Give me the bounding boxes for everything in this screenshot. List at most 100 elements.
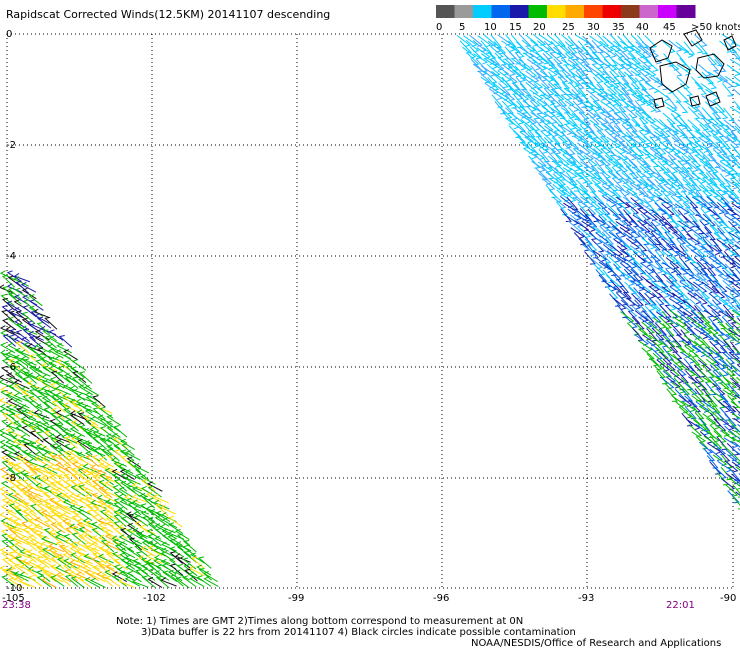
wind-barb bbox=[667, 250, 680, 264]
wind-barb bbox=[662, 370, 677, 383]
wind-barb bbox=[530, 136, 546, 149]
wind-barb bbox=[135, 569, 149, 582]
wind-barb bbox=[42, 421, 59, 432]
wind-barb bbox=[676, 113, 688, 127]
wind-barb bbox=[698, 136, 713, 149]
wind-barb bbox=[617, 82, 631, 96]
wind-barb bbox=[715, 424, 731, 437]
wind-barb bbox=[574, 220, 589, 232]
wind-barb bbox=[36, 575, 52, 588]
wind-barb bbox=[497, 70, 512, 82]
wind-barb bbox=[694, 412, 707, 426]
wind-barb bbox=[547, 155, 562, 168]
wind-barb bbox=[639, 191, 654, 203]
wind-barb bbox=[648, 52, 663, 65]
wind-barb bbox=[146, 553, 163, 564]
wind-barb bbox=[161, 517, 178, 529]
wind-barb bbox=[21, 558, 38, 569]
wind-barb bbox=[167, 530, 185, 540]
wind-barb bbox=[606, 250, 621, 263]
wind-barb bbox=[42, 498, 58, 510]
wind-barb bbox=[92, 474, 107, 487]
wind-barb bbox=[561, 81, 574, 96]
wind-barb bbox=[705, 381, 717, 396]
wind-barb bbox=[721, 33, 737, 45]
wind-barb bbox=[551, 149, 564, 163]
wind-barb bbox=[27, 559, 44, 570]
wind-barb bbox=[666, 244, 681, 257]
wind-barb bbox=[689, 227, 704, 240]
wind-barb bbox=[727, 185, 740, 199]
wind-barb bbox=[495, 75, 509, 89]
wind-barb bbox=[41, 552, 58, 564]
wind-barb bbox=[704, 323, 719, 336]
wind-barb bbox=[28, 400, 43, 413]
wind-barb bbox=[78, 384, 94, 396]
wind-barb bbox=[702, 376, 718, 388]
wind-barb bbox=[120, 473, 135, 486]
wind-barb bbox=[675, 179, 687, 193]
wind-barb bbox=[105, 433, 121, 445]
legend-tick-label: 30 bbox=[587, 22, 600, 33]
wind-barb bbox=[54, 534, 71, 545]
wind-barb bbox=[83, 542, 100, 552]
wind-barb bbox=[607, 64, 620, 78]
wind-barb bbox=[76, 548, 93, 559]
wind-barb bbox=[629, 255, 643, 269]
wind-barb bbox=[667, 178, 682, 191]
wind-barb bbox=[650, 159, 665, 172]
wind-barb bbox=[507, 65, 522, 78]
wind-barb bbox=[85, 496, 100, 510]
wind-barb bbox=[716, 118, 731, 131]
wind-barb bbox=[699, 160, 715, 173]
wind-barb bbox=[13, 563, 29, 576]
wind-barb bbox=[540, 130, 554, 144]
wind-barb bbox=[92, 395, 106, 408]
wind-barb bbox=[69, 410, 86, 420]
wind-barb bbox=[586, 147, 602, 160]
wind-barb bbox=[696, 41, 709, 55]
wind-barb bbox=[29, 442, 44, 456]
wind-barb bbox=[131, 493, 149, 503]
wind-barb bbox=[628, 89, 643, 102]
wind-barb bbox=[623, 220, 637, 234]
wind-barb bbox=[734, 244, 740, 250]
wind-barb bbox=[709, 400, 721, 414]
wind-barb bbox=[29, 430, 44, 443]
legend-tick-label: 0 bbox=[436, 22, 442, 33]
wind-barb bbox=[105, 420, 121, 433]
wind-barb bbox=[6, 308, 23, 318]
wind-barb bbox=[675, 41, 690, 54]
wind-barb bbox=[33, 529, 50, 540]
wind-barb bbox=[43, 520, 58, 533]
wind-barb bbox=[69, 385, 86, 395]
wind-barb bbox=[670, 371, 685, 384]
wind-barb bbox=[125, 511, 142, 522]
wind-barb bbox=[622, 148, 638, 161]
wind-barb bbox=[680, 131, 693, 145]
wind-barb bbox=[128, 537, 142, 551]
wind-barb bbox=[538, 123, 552, 137]
wind-barb bbox=[35, 403, 52, 415]
wind-barb bbox=[0, 518, 17, 529]
wind-barb bbox=[480, 65, 496, 77]
wind-barb bbox=[22, 491, 37, 504]
wind-barb bbox=[138, 530, 155, 540]
wind-barb bbox=[13, 272, 30, 283]
wind-barb bbox=[716, 201, 730, 215]
wind-barb bbox=[22, 305, 37, 318]
wind-barb bbox=[544, 125, 559, 138]
wind-barb bbox=[624, 281, 638, 295]
wind-barb bbox=[48, 347, 64, 359]
wind-barb bbox=[190, 552, 205, 564]
wind-barb bbox=[49, 424, 64, 437]
wind-barb bbox=[105, 516, 121, 529]
wind-barb bbox=[616, 196, 631, 209]
wind-barb bbox=[198, 556, 212, 569]
wind-barb bbox=[590, 154, 606, 167]
wind-barb bbox=[675, 214, 690, 228]
wind-barb bbox=[183, 539, 197, 553]
wind-barb bbox=[55, 504, 71, 515]
wind-barb bbox=[628, 113, 641, 127]
wind-barb bbox=[140, 474, 156, 485]
